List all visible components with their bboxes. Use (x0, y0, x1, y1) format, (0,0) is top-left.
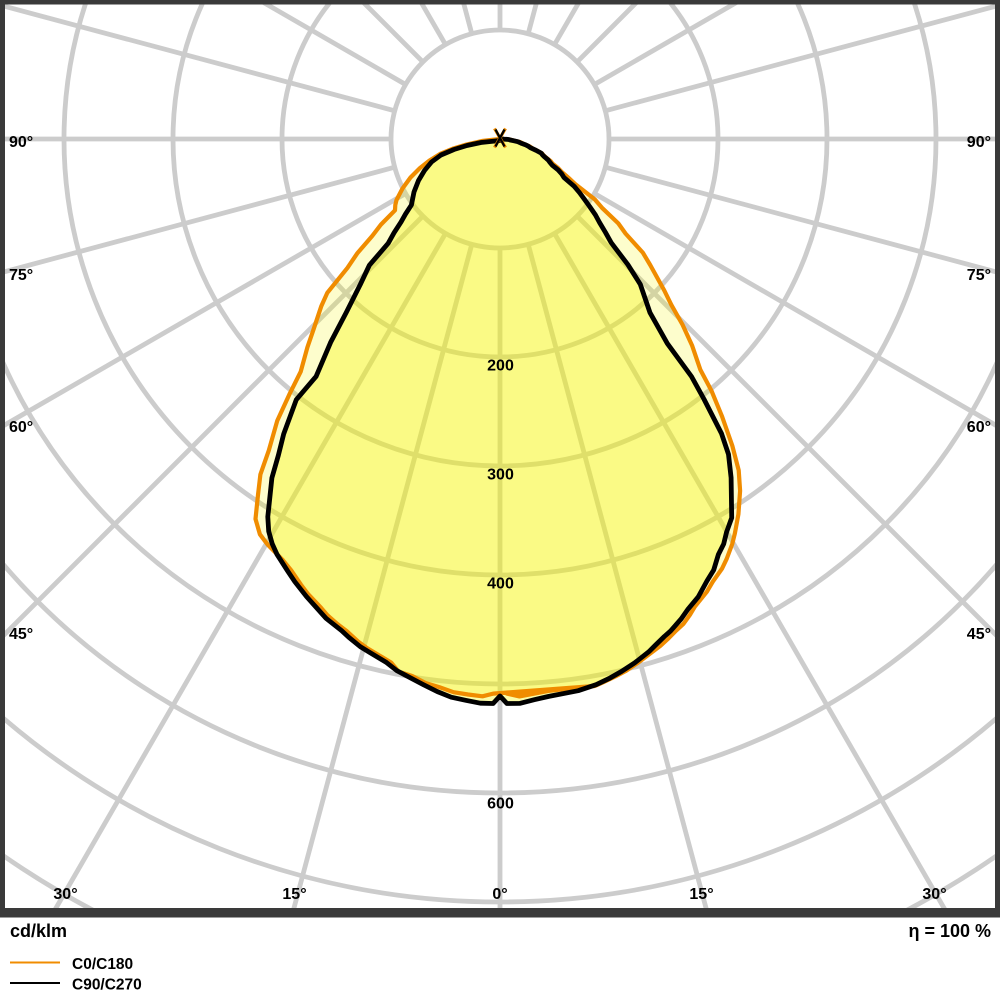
svg-text:60°: 60° (967, 419, 991, 436)
svg-text:η = 100 %: η = 100 % (908, 921, 991, 941)
svg-text:60°: 60° (9, 419, 33, 436)
svg-text:90°: 90° (9, 134, 33, 151)
svg-text:45°: 45° (967, 626, 991, 643)
svg-text:C90/C270: C90/C270 (72, 977, 142, 994)
svg-text:0°: 0° (492, 886, 507, 903)
svg-text:15°: 15° (282, 886, 306, 903)
svg-text:cd/klm: cd/klm (10, 921, 67, 941)
svg-text:300: 300 (487, 466, 514, 483)
svg-text:75°: 75° (967, 267, 991, 284)
svg-text:45°: 45° (9, 626, 33, 643)
svg-text:90°: 90° (967, 134, 991, 151)
svg-text:75°: 75° (9, 267, 33, 284)
svg-text:C0/C180: C0/C180 (72, 956, 133, 973)
svg-text:200: 200 (487, 357, 514, 374)
svg-text:15°: 15° (689, 886, 713, 903)
svg-text:400: 400 (487, 575, 514, 592)
svg-text:30°: 30° (922, 886, 946, 903)
svg-text:30°: 30° (53, 886, 77, 903)
svg-text:600: 600 (487, 796, 514, 813)
